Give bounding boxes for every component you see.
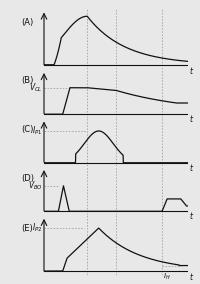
- Text: (C): (C): [21, 125, 33, 134]
- Text: t: t: [189, 164, 192, 173]
- Text: t: t: [189, 273, 192, 282]
- Text: (B): (B): [21, 76, 33, 85]
- Text: (D): (D): [21, 174, 34, 183]
- Text: $I_{P2}$: $I_{P2}$: [32, 222, 43, 234]
- Text: (E): (E): [21, 224, 33, 233]
- Text: t: t: [189, 115, 192, 124]
- Text: $I_H$: $I_H$: [163, 272, 171, 282]
- Text: t: t: [189, 67, 192, 76]
- Text: t: t: [189, 212, 192, 221]
- Text: $V_{BO}$: $V_{BO}$: [28, 179, 43, 192]
- Text: (A): (A): [21, 18, 33, 27]
- Text: $V_{CL}$: $V_{CL}$: [29, 82, 43, 94]
- Text: $I_{P1}$: $I_{P1}$: [32, 125, 43, 137]
